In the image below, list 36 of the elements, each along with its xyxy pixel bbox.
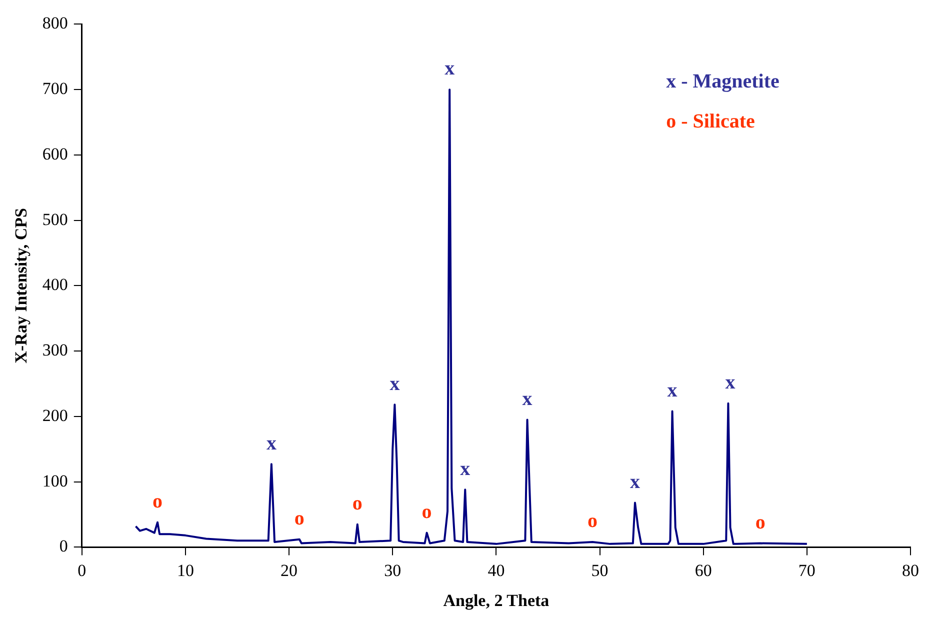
annotation: x	[390, 372, 400, 395]
annotation: o	[422, 500, 432, 523]
x-tick-label: 0	[78, 560, 86, 580]
y-axis-title: X-Ray Intensity, CPS	[12, 208, 31, 364]
annotation: x	[444, 58, 455, 80]
annotation: x	[667, 379, 678, 402]
annotation: x	[725, 372, 736, 394]
annotation: o	[352, 492, 362, 514]
annotation: x	[522, 388, 532, 410]
annotation: x	[630, 470, 640, 493]
x-tick-label: 70	[798, 560, 816, 580]
y-tick-label: 400	[42, 275, 68, 294]
y-tick-label: 800	[42, 14, 68, 33]
y-tick-label: 300	[42, 340, 68, 360]
x-tick-label: 60	[694, 560, 712, 580]
annotation: o	[294, 508, 304, 530]
y-tick-label: 700	[42, 79, 68, 98]
annotation: x	[266, 432, 276, 454]
annotation: x	[460, 458, 470, 480]
y-tick-label: 100	[42, 471, 68, 490]
annotation: o	[152, 490, 163, 513]
x-tick-label: 10	[176, 560, 194, 580]
x-axis-title: Angle, 2 Theta	[443, 591, 550, 610]
y-tick-label: 600	[42, 144, 68, 164]
annotation: x - Magnetite	[666, 70, 780, 92]
y-tick-label: 500	[42, 210, 68, 229]
y-tick-label: 0	[59, 536, 68, 556]
x-tick-label: 30	[384, 560, 402, 580]
x-tick-label: 50	[591, 560, 608, 580]
x-tick-label: 20	[280, 560, 298, 580]
x-tick-label: 40	[488, 560, 505, 580]
y-tick-label: 200	[42, 406, 68, 425]
x-tick-label: 80	[902, 560, 919, 580]
annotation: o	[588, 510, 598, 532]
annotation: o - Silicate	[666, 110, 756, 132]
annotation: o	[755, 511, 766, 534]
